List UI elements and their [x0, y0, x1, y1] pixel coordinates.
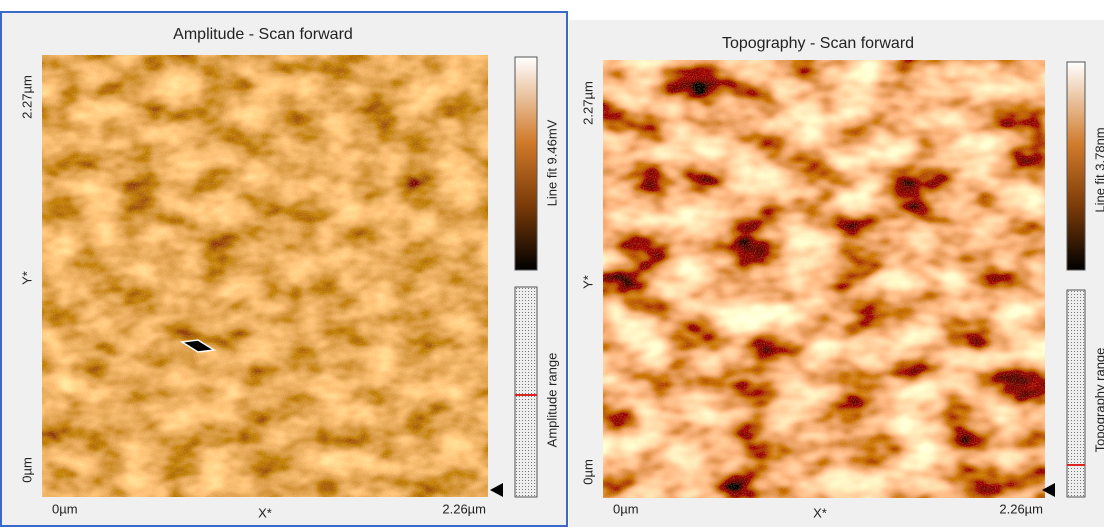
x-min-label: 0µm: [613, 501, 639, 516]
colorbar: [515, 57, 537, 270]
x-min-label: 0µm: [52, 501, 78, 516]
colorbar-label: Line fit 9.46mV: [544, 119, 559, 206]
range-slider[interactable]: [515, 287, 537, 497]
amplitude-panel[interactable]: Amplitude - Scan forward 2.27µm Y* 0µm 0…: [1, 12, 567, 526]
panel-title: Topography - Scan forward: [722, 35, 914, 52]
x-max-label: 2.26µm: [999, 501, 1043, 516]
screen: Amplitude - Scan forward 2.27µm Y* 0µm 0…: [0, 0, 1104, 527]
y-axis-label: Y*: [580, 275, 595, 289]
y-axis-label: Y*: [19, 271, 34, 285]
topography-panel[interactable]: Topography - Scan forward 2.27µm Y* 0µm …: [569, 20, 1104, 527]
panel-title: Amplitude - Scan forward: [173, 26, 353, 43]
y-max-label: 2.27µm: [580, 81, 595, 125]
x-max-label: 2.26µm: [442, 501, 486, 516]
colorbar-label: Line fit 3.78nm: [1092, 127, 1104, 212]
x-axis-label: X*: [813, 505, 827, 520]
y-min-label: 0µm: [19, 457, 34, 483]
colorbar: [1067, 62, 1085, 270]
scan-image[interactable]: [42, 55, 488, 497]
x-axis-label: X*: [258, 505, 272, 520]
range-label: Topography range: [1092, 348, 1104, 453]
range-label: Amplitude range: [544, 353, 559, 448]
y-max-label: 2.27µm: [19, 75, 34, 119]
y-min-label: 0µm: [580, 459, 595, 485]
scan-image[interactable]: [603, 60, 1045, 498]
